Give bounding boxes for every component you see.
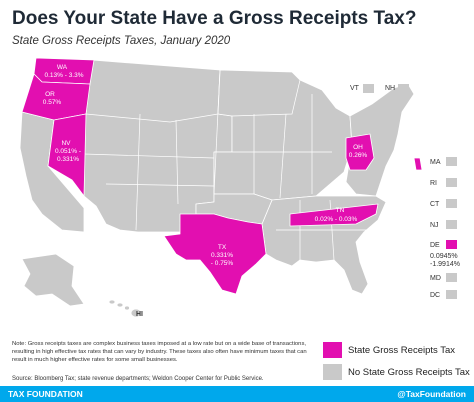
gross-receipts-states [21,57,423,295]
tx-rate-line1: 0.331% [211,252,233,259]
map-source: Source: Bloomberg Tax; state revenue dep… [12,376,264,382]
state-labels: WA 0.13% - 3.3% OR 0.57% NV 0.051% - 0.3… [43,64,368,318]
dc-box-label: DC [430,292,440,299]
nv-rate-line1: 0.051% - [55,148,81,155]
state-nv [47,113,87,197]
state-hi [108,299,142,318]
map-title: Does Your State Have a Gross Receipts Ta… [12,8,417,29]
oh-label: OH [353,144,363,151]
ma-box [446,157,457,166]
tx-label: TX [218,244,227,251]
footer-bar: TAX FOUNDATION @TaxFoundation [0,386,474,402]
nv-label: NV [61,140,71,147]
nv-rate-line2: 0.331% [57,156,79,163]
legend-no-tax: No State Gross Receipts Tax [323,364,470,380]
de-box [446,240,457,249]
ct-box-label: CT [430,201,440,208]
tx-rate-line2: - 0.75% [211,260,234,267]
map-note: Note: Gross receipts taxes are complex b… [12,341,307,363]
legend-swatch-gross-receipts [323,342,342,358]
footer-org: TAX FOUNDATION [8,389,83,399]
ri-box [446,178,457,187]
footer-handle: @TaxFoundation [397,389,466,399]
nj-box-label: NJ [430,222,439,229]
dc-box [446,290,457,299]
state-borders [83,69,370,261]
ri-box-label: RI [430,180,437,187]
ct-box [446,199,457,208]
nj-box [446,220,457,229]
map-subtitle: State Gross Receipts Taxes, January 2020 [12,35,231,47]
vt-box [363,84,374,93]
vt-box-label: VT [350,85,360,92]
state-ak [21,253,85,307]
legend-label-gross-receipts: State Gross Receipts Tax [348,344,456,356]
or-rate: 0.57% [43,99,62,106]
or-label: OR [45,91,55,98]
md-box-label: MD [430,275,441,282]
nh-box [398,84,409,93]
legend-label-no-tax: No State Gross Receipts Tax [348,366,470,378]
small-state-boxes: VT NH MA RI CT NJ DE 0.0945% -1.9914% MD… [350,84,460,299]
state-oh [345,133,375,171]
hi-label: HI [136,311,143,318]
tn-rate: 0.02% - 0.03% [315,216,358,223]
tn-label: TN [336,207,345,214]
state-shapes-central [213,69,353,201]
wa-rate: 0.13% - 3.3% [44,72,83,79]
wa-label: WA [57,64,68,71]
ma-box-label: MA [430,159,441,166]
state-de [413,157,423,171]
legend-gross-receipts: State Gross Receipts Tax [323,342,455,358]
de-rate-line2: -1.9914% [430,261,460,268]
state-wa [33,57,95,85]
state-tn [289,203,379,227]
md-box [446,273,457,282]
de-rate-line1: 0.0945% [430,253,458,260]
state-tx [163,213,267,295]
de-box-label: DE [430,242,440,249]
us-state-map: VT NH MA RI CT NJ DE 0.0945% -1.9914% MD… [19,57,460,318]
legend-swatch-no-tax [323,364,342,380]
nh-box-label: NH [385,85,395,92]
oh-rate: 0.26% [349,152,368,159]
